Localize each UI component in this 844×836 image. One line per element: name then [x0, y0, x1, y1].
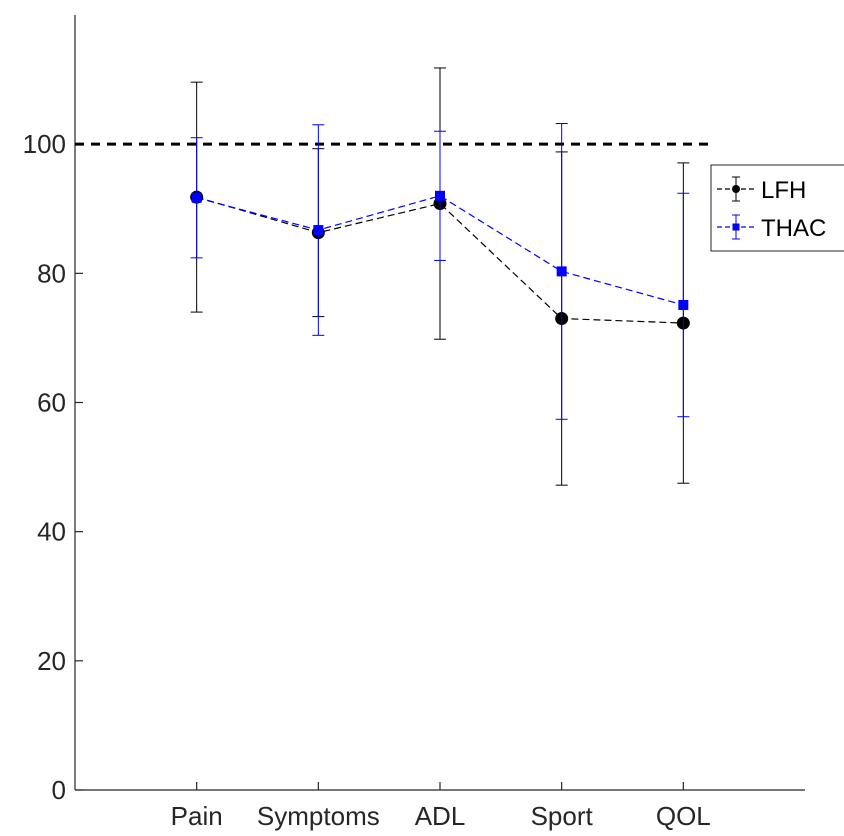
- legend-label: THAC: [761, 215, 826, 242]
- data-point: [313, 225, 324, 236]
- y-tick-labels: 0 20 40 60 80 100: [23, 129, 66, 805]
- legend-marker: [732, 223, 740, 231]
- series-line: [196, 195, 684, 306]
- legend: LFH THAC: [710, 164, 844, 252]
- x-tick-label: Sport: [531, 801, 594, 831]
- y-tick-label: 40: [37, 517, 66, 547]
- legend-marker: [732, 185, 740, 193]
- x-tick-labels: Pain Symptoms ADL Sport QOL: [171, 801, 711, 831]
- y-tick-label: 20: [37, 646, 66, 676]
- legend-label: LFH: [761, 177, 806, 204]
- data-point: [678, 299, 689, 310]
- y-tick-label: 60: [37, 388, 66, 418]
- y-tick-label: 100: [23, 129, 66, 159]
- data-point: [435, 190, 445, 201]
- x-tick-label: QOL: [656, 801, 711, 831]
- x-tick-label: Symptoms: [257, 801, 380, 831]
- data-point: [191, 192, 202, 203]
- y-tick-label: 0: [52, 775, 66, 805]
- series-lfh: [190, 67, 690, 486]
- x-tick-label: Pain: [171, 801, 223, 831]
- data-point: [556, 266, 567, 277]
- y-tick-label: 80: [37, 258, 66, 288]
- legend-box: [710, 164, 844, 252]
- series-thac: [190, 123, 690, 420]
- x-tick-label: ADL: [415, 801, 466, 831]
- series-layer: [190, 67, 690, 486]
